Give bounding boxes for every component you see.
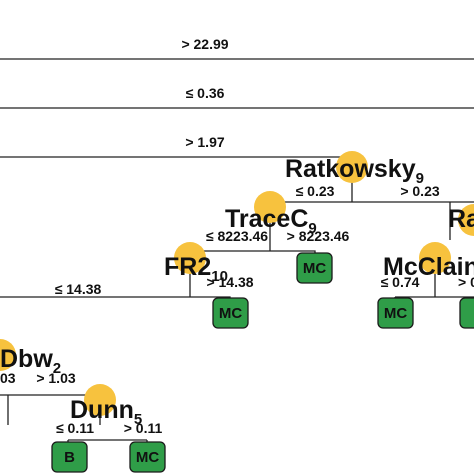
leaf-box (377, 297, 414, 329)
edge-label: > 22.99 (181, 36, 228, 52)
split-marker (419, 242, 451, 274)
split-marker (336, 151, 368, 183)
split-marker (174, 242, 206, 274)
split-marker (84, 384, 116, 416)
edge-label: > 0.74 (458, 274, 474, 290)
edge-label: > 1.97 (185, 134, 225, 150)
node-name: Dunn (70, 396, 134, 424)
leaf-box (129, 441, 166, 473)
node-label: Dunn5 (70, 396, 142, 428)
split-marker (458, 204, 474, 236)
node-name: Ra (448, 205, 474, 233)
split-marker (0, 339, 16, 371)
leaf-box (212, 297, 249, 329)
leaf-label: MC (303, 260, 326, 277)
node-label: Dbw2 (0, 345, 61, 377)
edge-label: > 0.11 (124, 420, 163, 436)
edge-label: 03 (0, 370, 16, 386)
edge-label: > 14.38 (206, 274, 253, 290)
leaf-box (459, 297, 474, 329)
node-subscript: 9 (308, 220, 316, 237)
leaf-label: B (64, 449, 75, 466)
leaf-label: MC (219, 305, 242, 322)
node-label: Ratkowsky9 (285, 155, 424, 187)
edge-label: ≤ 0.23 (296, 183, 335, 199)
edge-label: > 1.03 (36, 370, 76, 386)
node-subscript: 2 (53, 360, 61, 377)
edge-label: > 8223.46 (287, 228, 350, 244)
node-label: McClain (383, 253, 474, 281)
edge-label: ≤ 0.74 (381, 274, 420, 290)
node-label: FR210 (164, 253, 228, 285)
node-subscript: 9 (416, 170, 424, 187)
edge-label: ≤ 14.38 (55, 281, 102, 297)
node-name: TraceC (225, 205, 308, 233)
leaf-label: MC (384, 305, 407, 322)
leaf-label: MC (136, 449, 159, 466)
node-name: McClain (383, 253, 474, 281)
leaf-box (296, 252, 333, 284)
node-subscript: 5 (134, 411, 142, 428)
edge-label: ≤ 8223.46 (206, 228, 268, 244)
edge-label: ≤ 0.36 (186, 85, 225, 101)
edge-label: > 0.23 (400, 183, 440, 199)
edge-label: ≤ 0.11 (56, 420, 94, 436)
node-label: Ra (448, 205, 474, 233)
node-name: FR2 (164, 253, 211, 281)
split-marker (254, 191, 286, 223)
node-label: TraceC9 (225, 205, 317, 237)
node-name: Ratkowsky (285, 155, 416, 183)
node-name: Dbw (0, 345, 53, 373)
leaf-box (51, 441, 88, 473)
node-subscript: 10 (211, 268, 228, 285)
